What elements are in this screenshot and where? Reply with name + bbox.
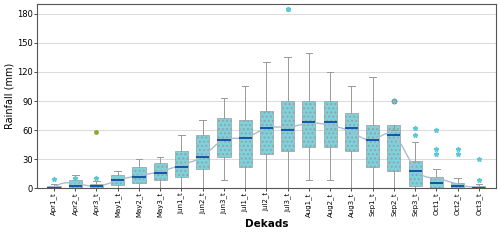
PathPatch shape (408, 161, 422, 186)
PathPatch shape (238, 120, 252, 167)
PathPatch shape (451, 183, 464, 188)
Y-axis label: Rainfall (mm): Rainfall (mm) (4, 63, 14, 129)
PathPatch shape (324, 101, 336, 147)
PathPatch shape (175, 151, 188, 177)
X-axis label: Dekads: Dekads (244, 219, 288, 229)
PathPatch shape (48, 186, 60, 188)
PathPatch shape (218, 118, 230, 157)
PathPatch shape (196, 135, 209, 169)
PathPatch shape (366, 125, 379, 167)
PathPatch shape (345, 113, 358, 151)
PathPatch shape (388, 125, 400, 171)
PathPatch shape (68, 180, 82, 188)
PathPatch shape (472, 186, 486, 188)
PathPatch shape (111, 175, 124, 185)
PathPatch shape (430, 177, 443, 188)
PathPatch shape (281, 101, 294, 151)
PathPatch shape (302, 101, 316, 147)
PathPatch shape (154, 163, 167, 180)
PathPatch shape (260, 111, 273, 154)
PathPatch shape (90, 184, 103, 188)
PathPatch shape (132, 167, 145, 183)
